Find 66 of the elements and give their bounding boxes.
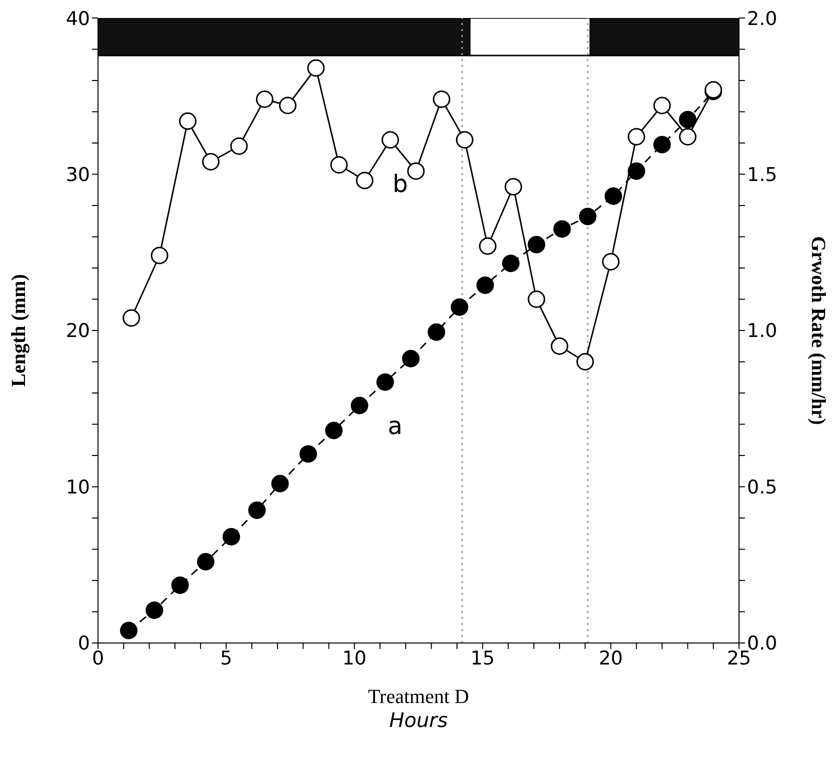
point xyxy=(602,253,620,270)
point xyxy=(678,110,696,128)
x-tick-label: 5 xyxy=(220,647,232,670)
point xyxy=(550,337,568,355)
point xyxy=(528,290,546,308)
point xyxy=(456,131,474,149)
point xyxy=(432,90,450,108)
point xyxy=(450,298,468,316)
x-axis-title: Treatment D xyxy=(368,686,469,708)
point xyxy=(628,128,646,146)
point xyxy=(196,553,214,570)
x-tick-label: 0 xyxy=(92,647,104,670)
point xyxy=(553,220,571,238)
point xyxy=(476,276,494,294)
point xyxy=(256,90,274,108)
point xyxy=(678,128,696,146)
point xyxy=(407,162,425,180)
point xyxy=(350,396,368,414)
point xyxy=(653,96,671,114)
series-label: a xyxy=(388,412,403,440)
point xyxy=(120,622,138,640)
point xyxy=(478,237,496,255)
point xyxy=(230,137,248,155)
point xyxy=(402,350,420,368)
point xyxy=(528,236,546,254)
point xyxy=(330,156,348,174)
y-tick-label: 20 xyxy=(66,320,90,342)
point xyxy=(604,187,622,205)
point xyxy=(376,373,394,391)
point xyxy=(178,112,196,130)
point xyxy=(653,136,671,154)
y-tick-label: 40 xyxy=(66,8,90,30)
point xyxy=(502,254,520,272)
point xyxy=(278,96,296,114)
point xyxy=(171,576,189,594)
y2-tick-label: 0.0 xyxy=(747,632,778,655)
y2-tick-label: 1.0 xyxy=(747,320,778,342)
y-tick-label: 30 xyxy=(66,164,90,186)
y2-tick-label: 1.5 xyxy=(747,164,778,186)
x-tick-label: 15 xyxy=(470,647,495,670)
point xyxy=(307,59,325,77)
point xyxy=(146,601,164,619)
series-label: b xyxy=(392,170,408,198)
y-axis-title: Length (mm) xyxy=(8,274,30,387)
point xyxy=(576,353,594,370)
y2-axis-title: Grwoth Rate (mm/hr) xyxy=(806,236,829,425)
point xyxy=(248,501,266,519)
x-tick-label: 10 xyxy=(342,647,366,670)
y-tick-label: 0 xyxy=(78,632,90,655)
point xyxy=(271,474,289,492)
point xyxy=(578,208,596,226)
point xyxy=(356,172,374,190)
y-tick-label: 10 xyxy=(66,476,90,498)
x-tick-label: 20 xyxy=(598,647,623,670)
point xyxy=(504,178,522,196)
point xyxy=(382,131,400,149)
point xyxy=(222,528,240,546)
point xyxy=(628,162,646,180)
point xyxy=(300,445,317,463)
text: Hours xyxy=(388,708,449,732)
y2-tick-label: 2.0 xyxy=(747,8,778,30)
point xyxy=(150,246,168,264)
point xyxy=(325,422,343,440)
point xyxy=(202,153,220,170)
point xyxy=(428,323,446,341)
y2-tick-label: 0.5 xyxy=(747,476,778,498)
